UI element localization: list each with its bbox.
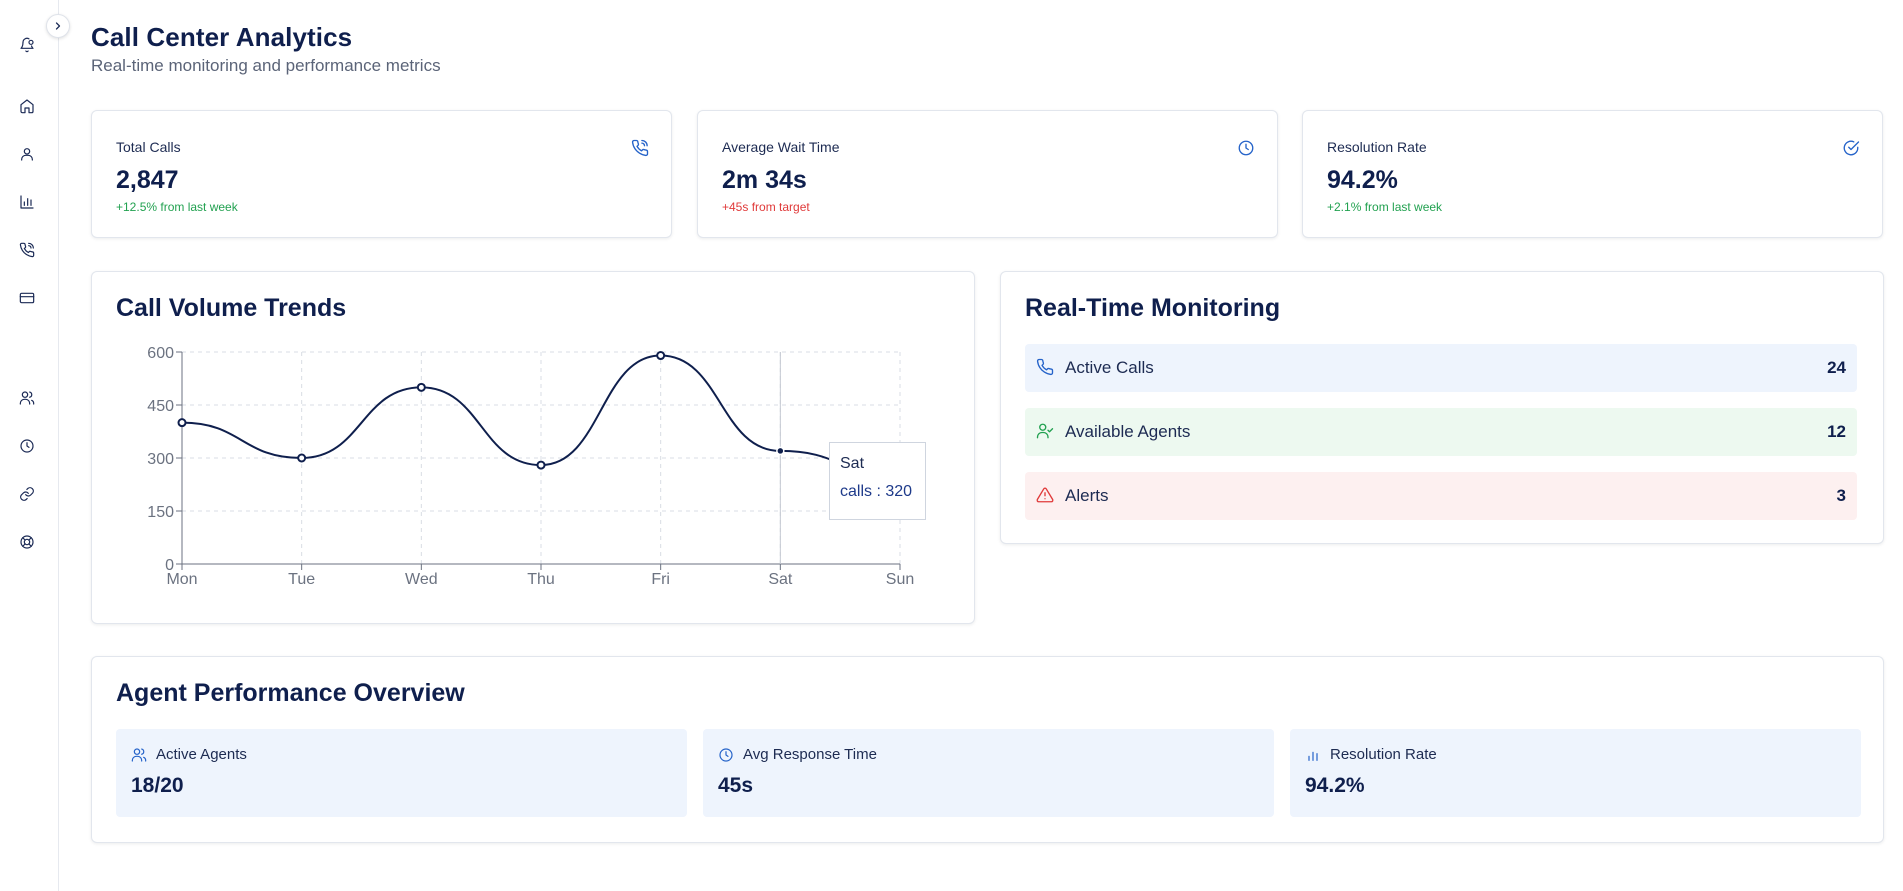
call-volume-card: Call Volume Trends 0 150 300 450 600 Mon Tue We… (91, 271, 975, 624)
perf-value: 94.2% (1305, 774, 1365, 797)
data-point (297, 453, 307, 463)
x-tick-label: Sun (886, 571, 914, 588)
stat-card-average-wait-time: Average Wait Time 2m 34s +45s from targe… (697, 110, 1278, 238)
stat-label: Total Calls (116, 139, 181, 155)
y-tick-label: 0 (165, 557, 174, 574)
sidebar-toggle-button[interactable] (46, 14, 70, 38)
bar-chart-icon (1305, 747, 1321, 763)
clock-icon[interactable] (17, 436, 37, 456)
data-point (656, 351, 666, 361)
user-icon[interactable] (17, 144, 37, 164)
x-tick-label: Sat (768, 571, 793, 588)
perf-avg-response-time: Avg Response Time 45s (703, 729, 1274, 817)
chevron-right-icon (55, 22, 61, 30)
monitor-row-available-agents[interactable]: Available Agents 12 (1025, 408, 1857, 456)
monitor-value: 3 (1836, 486, 1846, 505)
y-tick-label: 300 (147, 451, 174, 468)
page-subtitle: Real-time monitoring and performance met… (91, 56, 441, 75)
page-title: Call Center Analytics (91, 22, 353, 52)
clock-icon (718, 747, 734, 763)
perf-value: 45s (718, 774, 754, 797)
data-point (536, 460, 546, 470)
monitor-label: Available Agents (1065, 422, 1191, 441)
chart-tooltip: Sat calls : 320 (829, 442, 926, 520)
link-icon[interactable] (17, 484, 37, 504)
monitor-value: 12 (1827, 422, 1846, 441)
real-time-monitoring-card: Real-Time Monitoring Active Calls 24 Ava… (1000, 271, 1884, 544)
stat-change: +2.1% from last week (1327, 200, 1443, 214)
check-circle-icon (1842, 139, 1860, 157)
tooltip-value: calls : 320 (840, 483, 913, 500)
stat-change: +45s from target (722, 200, 810, 214)
x-tick-label: Tue (288, 571, 315, 588)
call-volume-chart[interactable]: 0 150 300 450 600 Mon Tue Wed Thu Fri Sat Sun (92, 272, 976, 625)
monitor-row-active-calls[interactable]: Active Calls 24 (1025, 344, 1857, 392)
tooltip-day: Sat (840, 455, 865, 472)
perf-label: Avg Response Time (743, 746, 877, 763)
perf-value: 18/20 (131, 774, 184, 797)
call-volume-title: Call Volume Trends (116, 294, 347, 322)
perf-label: Active Agents (156, 746, 247, 763)
monitoring-title: Real-Time Monitoring (1025, 294, 1281, 322)
stat-label: Average Wait Time (722, 139, 840, 155)
data-point-active (776, 446, 785, 456)
y-tick-label: 600 (147, 345, 174, 362)
x-tick-label: Thu (527, 571, 555, 588)
data-point (416, 382, 426, 392)
stat-change: +12.5% from last week (116, 200, 238, 214)
stat-value: 2m 34s (722, 166, 807, 194)
bell-icon[interactable] (17, 35, 37, 55)
user-check-icon (1036, 422, 1054, 440)
monitor-label: Alerts (1065, 486, 1109, 505)
support-icon[interactable] (17, 532, 37, 552)
x-tick-label: Fri (651, 571, 670, 588)
data-point (177, 418, 187, 428)
x-tick-label: Mon (166, 571, 197, 588)
credit-card-icon[interactable] (17, 288, 37, 308)
bar-chart-icon[interactable] (17, 192, 37, 212)
users-icon[interactable] (17, 388, 37, 408)
x-tick-label: Wed (405, 571, 438, 588)
monitor-label: Active Calls (1065, 358, 1154, 377)
sidebar (0, 0, 59, 891)
phone-call-icon (631, 139, 649, 157)
stat-label: Resolution Rate (1327, 139, 1427, 155)
clock-icon (1237, 139, 1255, 157)
perf-resolution-rate: Resolution Rate 94.2% (1290, 729, 1861, 817)
y-tick-label: 450 (147, 398, 174, 415)
agent-performance-title: Agent Performance Overview (116, 679, 465, 707)
agent-performance-card: Agent Performance Overview Active Agents… (91, 656, 1884, 843)
stat-card-total-calls: Total Calls 2,847 +12.5% from last week (91, 110, 672, 238)
perf-label: Resolution Rate (1330, 746, 1437, 763)
monitor-value: 24 (1827, 358, 1846, 377)
monitor-row-alerts[interactable]: Alerts 3 (1025, 472, 1857, 520)
y-tick-label: 150 (147, 504, 174, 521)
alert-triangle-icon (1036, 486, 1054, 504)
perf-active-agents: Active Agents 18/20 (116, 729, 687, 817)
stat-value: 2,847 (116, 166, 179, 194)
phone-icon (1036, 358, 1054, 376)
phone-icon[interactable] (17, 240, 37, 260)
home-icon[interactable] (17, 96, 37, 116)
users-icon (131, 747, 147, 763)
stat-card-resolution-rate: Resolution Rate 94.2% +2.1% from last we… (1302, 110, 1883, 238)
stat-value: 94.2% (1327, 166, 1398, 194)
